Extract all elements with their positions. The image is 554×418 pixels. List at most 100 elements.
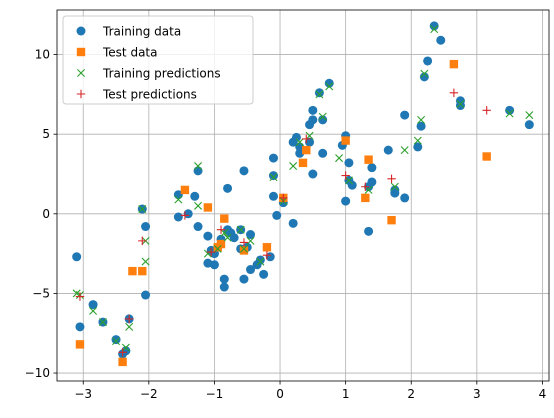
point-square [364,155,373,164]
point-circle [111,335,121,345]
point-square [239,246,249,255]
point-circle [308,105,318,115]
point-square [449,59,459,69]
point-circle [505,105,515,115]
point-circle [423,56,433,66]
point-circle [308,169,318,179]
y-tick-label: 10 [35,48,50,62]
point-plus [341,171,350,180]
axes-frame [56,9,550,382]
x-tick-label: 4 [539,387,547,401]
point-x [413,136,422,145]
x-tick-label: −3 [74,387,92,401]
point-circle [193,166,203,176]
point-plus [216,225,226,234]
point-x [121,343,130,352]
point-square [262,243,272,252]
x-tick-label: 3 [473,387,481,401]
point-x [325,82,334,91]
point-square [387,215,396,225]
point-plus [302,134,311,144]
point-circle [268,191,278,201]
point-square [75,340,85,349]
point-x [138,205,147,214]
point-circle [390,188,400,198]
point-circle [288,218,298,228]
point-circle [268,171,278,181]
point-circle [367,163,377,173]
point-circle [413,142,423,152]
point-circle [219,274,229,284]
point-circle [272,210,282,220]
point-x [390,182,399,191]
point-circle [88,300,98,310]
point-circle [141,222,151,232]
point-circle [367,177,377,187]
point-plus [75,292,85,301]
point-x [295,138,304,147]
point-plus [124,314,134,324]
x-tick-label: 2 [407,387,415,401]
point-circle [400,193,410,203]
point-circle [246,230,256,240]
point-square [138,266,147,276]
point-circle [209,260,219,270]
point-x [112,337,121,346]
x-tick-label: −2 [140,387,158,401]
point-x [525,111,534,120]
point-circle [291,132,301,142]
point-circle [239,166,249,176]
point-square [298,158,308,168]
point-circle [259,269,269,279]
point-square [128,266,137,276]
point-circle [347,180,357,190]
legend-label: Test data [102,46,157,60]
y-tick-label: 0 [42,207,50,221]
legend-marker-plus [76,89,86,99]
x-tick-label: 1 [342,387,350,401]
point-circle [324,78,334,88]
point-x [430,25,439,34]
point-plus [482,106,491,115]
point-x [174,195,183,204]
point-circle [246,265,256,275]
y-tick-label: −10 [25,366,50,380]
point-circle [364,226,374,236]
point-circle [436,35,446,45]
legend-label: Test predictions [102,88,197,102]
point-square [216,239,226,249]
y-tick-label: −5 [32,286,50,300]
point-plus [180,211,190,220]
point-circle [75,322,85,332]
point-plus [138,236,147,246]
point-x [344,176,353,185]
point-x [400,146,409,155]
point-x [220,228,229,237]
point-circle [341,196,351,206]
point-circle [141,290,151,300]
point-circle [318,115,328,125]
point-circle [318,148,328,158]
point-x [236,225,245,234]
point-x [239,244,248,253]
point-x [194,162,203,171]
point-circle [203,231,213,241]
point-x [315,90,324,99]
point-x [256,257,265,266]
point-x [335,154,344,163]
point-square [118,357,127,367]
point-circle [383,145,393,155]
point-circle [308,115,318,125]
point-circle [400,110,410,120]
point-x [141,257,150,266]
series-plus [75,88,491,357]
y-tick-label: 5 [42,127,50,141]
point-x [246,236,255,245]
point-circle [344,158,354,168]
point-plus [118,348,127,357]
point-square [482,152,491,161]
point-circle [190,191,200,201]
point-circle [416,121,426,131]
